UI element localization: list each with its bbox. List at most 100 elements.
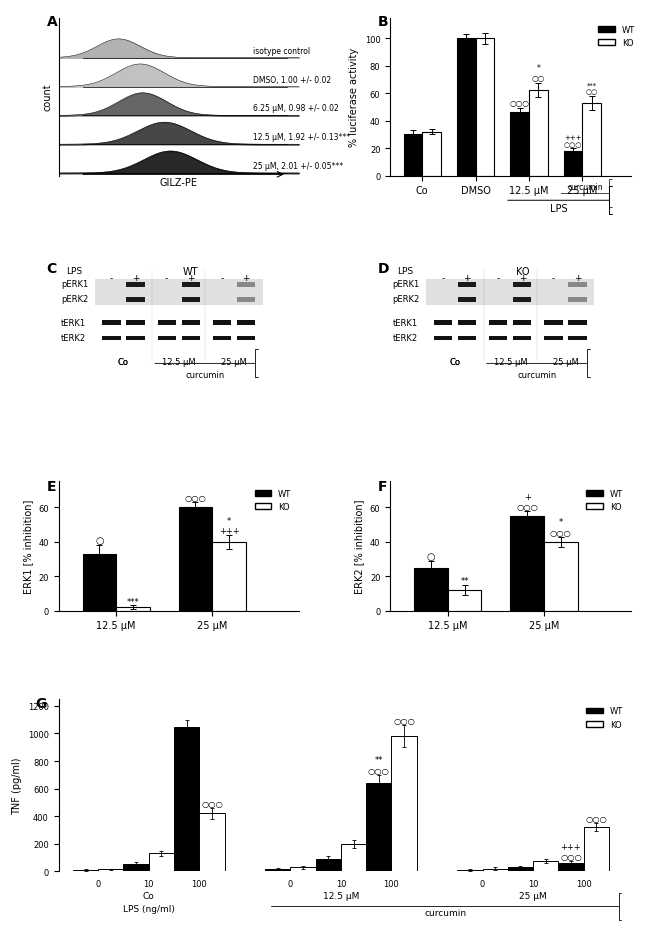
Text: 25 μM, 2.01 +/- 0.05***: 25 μM, 2.01 +/- 0.05***	[253, 162, 343, 171]
Text: LPS: LPS	[66, 267, 82, 276]
Bar	[482, 869, 508, 871]
Text: 12.5 μM: 12.5 μM	[162, 358, 196, 366]
Text: tERK2: tERK2	[393, 334, 418, 343]
Bar	[489, 337, 508, 341]
Text: 25 μM: 25 μM	[221, 358, 247, 366]
Bar	[157, 321, 176, 325]
Text: ***
○○: *** ○○	[586, 83, 598, 95]
Bar	[489, 321, 508, 325]
Text: +: +	[242, 273, 250, 283]
Text: -: -	[165, 273, 168, 283]
Bar	[200, 814, 224, 871]
Text: 10: 10	[335, 879, 346, 888]
Legend: WT, KO: WT, KO	[595, 22, 638, 52]
Text: -: -	[110, 273, 113, 283]
Bar	[126, 298, 144, 302]
Text: pERK2: pERK2	[393, 295, 420, 304]
Bar	[237, 321, 255, 325]
Y-axis label: count: count	[43, 83, 53, 111]
Text: C: C	[47, 262, 57, 276]
Text: 100: 100	[191, 879, 207, 888]
Text: 25 μM: 25 μM	[519, 891, 547, 900]
Text: 0: 0	[480, 879, 485, 888]
Text: +: +	[132, 273, 139, 283]
Text: 100: 100	[576, 879, 592, 888]
Text: ○○○: ○○○	[510, 99, 530, 108]
Text: 12.5 μM: 12.5 μM	[493, 358, 527, 366]
Bar	[181, 337, 200, 341]
Text: 0: 0	[288, 879, 293, 888]
Text: ○○○: ○○○	[201, 799, 223, 808]
Bar	[404, 135, 422, 176]
Bar	[157, 337, 176, 341]
Text: +: +	[187, 273, 194, 283]
Bar	[149, 854, 174, 871]
Text: **: **	[460, 577, 469, 586]
Text: 10: 10	[528, 879, 538, 888]
Bar	[458, 283, 476, 287]
Text: 6.25 μM, 0.98 +/- 0.02: 6.25 μM, 0.98 +/- 0.02	[253, 104, 339, 113]
Text: Co: Co	[118, 358, 129, 366]
Text: WT: WT	[183, 267, 198, 277]
Text: -: -	[441, 273, 445, 283]
Text: -: -	[220, 273, 224, 283]
Text: **
○○○: ** ○○○	[368, 756, 389, 775]
Bar	[569, 298, 587, 302]
Bar	[174, 727, 200, 871]
Text: pERK1: pERK1	[61, 279, 88, 288]
X-axis label: GILZ-PE: GILZ-PE	[160, 178, 198, 187]
Bar	[533, 861, 558, 871]
Text: 100: 100	[384, 879, 399, 888]
Text: ○○○: ○○○	[185, 494, 206, 502]
Bar	[213, 542, 246, 611]
Text: LPS (ng/ml): LPS (ng/ml)	[123, 904, 175, 912]
Bar	[510, 113, 529, 176]
Text: +: +	[463, 273, 471, 283]
Text: Co: Co	[450, 358, 461, 366]
Y-axis label: ERK1 [% inhibition]: ERK1 [% inhibition]	[23, 500, 32, 593]
Bar	[237, 337, 255, 341]
Bar	[476, 39, 494, 176]
Text: +++
○○○: +++ ○○○	[564, 134, 582, 147]
Text: *
○○○: * ○○○	[550, 518, 572, 538]
Text: curcumin: curcumin	[424, 908, 466, 917]
Bar	[316, 859, 341, 871]
Bar	[514, 321, 532, 325]
Bar	[181, 283, 200, 287]
Bar	[341, 844, 366, 871]
Bar	[564, 152, 582, 176]
Text: +
○○○: + ○○○	[516, 492, 538, 512]
Bar	[458, 321, 476, 325]
Bar	[124, 865, 149, 871]
Text: G: G	[36, 696, 47, 710]
Y-axis label: % luciferase activity: % luciferase activity	[349, 48, 359, 147]
Bar	[83, 554, 116, 611]
Text: isotype control: isotype control	[253, 46, 310, 56]
Text: ***: ***	[127, 597, 139, 606]
Bar	[514, 283, 532, 287]
Bar	[73, 870, 98, 871]
Text: +: +	[519, 273, 526, 283]
Bar	[291, 868, 316, 871]
Bar	[237, 283, 255, 287]
Bar	[558, 863, 584, 871]
Text: -: -	[552, 273, 555, 283]
Text: ○: ○	[427, 552, 436, 562]
Bar	[98, 870, 124, 871]
Bar	[116, 607, 150, 611]
Bar	[569, 321, 587, 325]
Text: ○: ○	[95, 536, 103, 546]
Bar	[457, 39, 476, 176]
Bar	[391, 736, 417, 871]
Text: *
+++: * +++	[219, 516, 239, 536]
Text: E: E	[47, 479, 56, 493]
Text: KO: KO	[515, 267, 529, 277]
Text: A: A	[47, 16, 57, 30]
Bar	[544, 542, 578, 611]
Bar	[102, 337, 120, 341]
Bar	[514, 337, 532, 341]
Text: +: +	[574, 273, 581, 283]
Text: -: -	[497, 273, 500, 283]
Bar	[458, 298, 476, 302]
Text: 12.5 μM: 12.5 μM	[322, 891, 359, 900]
